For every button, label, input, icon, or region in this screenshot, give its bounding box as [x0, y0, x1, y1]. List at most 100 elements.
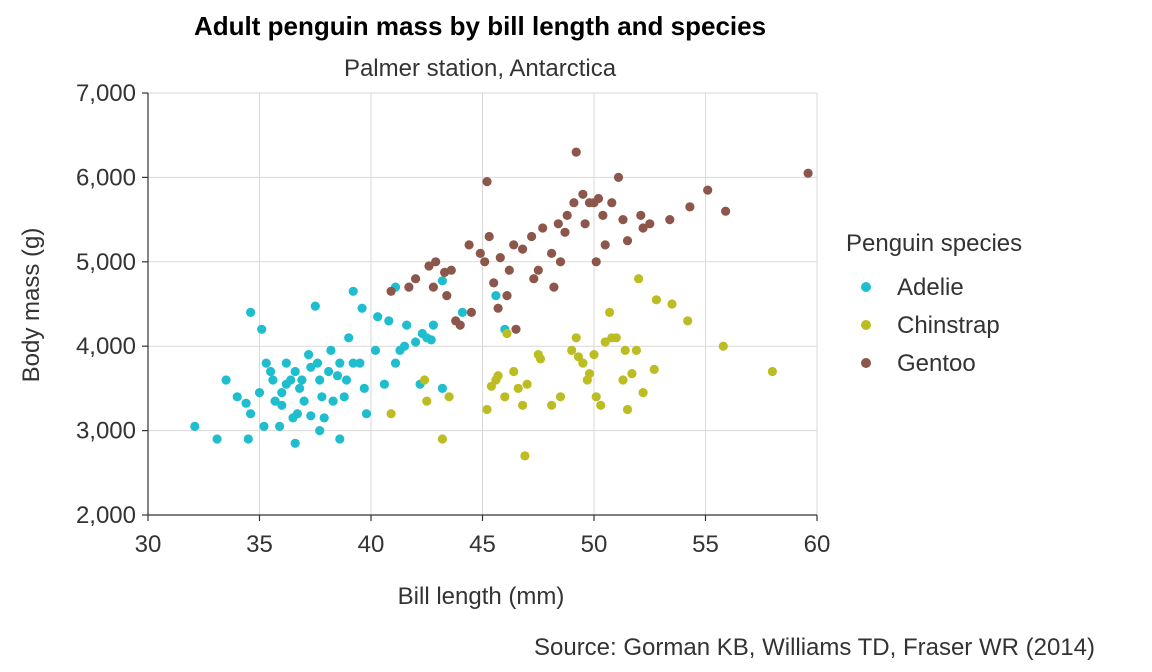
legend-label-chinstrap: Chinstrap — [897, 312, 1000, 339]
data-point-chinstrap — [513, 383, 523, 393]
x-tick-labels: 30 35 40 45 50 55 60 — [135, 531, 831, 558]
data-point-adelie — [390, 358, 401, 368]
data-point-gentoo — [442, 291, 452, 301]
data-point-adelie — [306, 362, 316, 372]
data-point-chinstrap — [520, 451, 530, 461]
data-point-gentoo — [446, 265, 456, 275]
data-point-gentoo — [685, 202, 695, 212]
data-point-gentoo — [665, 215, 675, 225]
data-point-chinstrap — [522, 379, 532, 389]
y-axis-title: Body mass (g) — [18, 228, 45, 383]
data-point-gentoo — [502, 291, 512, 301]
data-point-adelie — [437, 383, 447, 393]
data-point-gentoo — [480, 257, 490, 267]
axes — [142, 92, 818, 521]
x-tick-label: 50 — [581, 531, 608, 558]
data-point-gentoo — [495, 253, 505, 263]
data-point-adelie — [221, 375, 231, 385]
data-point-gentoo — [636, 210, 646, 220]
data-point-adelie — [241, 398, 251, 408]
data-point-adelie — [259, 421, 269, 431]
data-point-adelie — [190, 421, 200, 431]
data-point-chinstrap — [482, 404, 492, 415]
legend-label-adelie: Adelie — [897, 274, 964, 301]
data-point-gentoo — [431, 257, 441, 267]
data-point-gentoo — [411, 274, 421, 284]
data-point-adelie — [277, 400, 287, 410]
data-point-chinstrap — [502, 328, 512, 339]
y-tick-label: 6,000 — [76, 164, 136, 191]
data-point-adelie — [306, 411, 316, 421]
data-point-adelie — [315, 375, 325, 385]
data-point-adelie — [344, 333, 354, 343]
data-point-adelie — [437, 276, 447, 286]
data-points — [190, 147, 813, 461]
y-tick-label: 4,000 — [76, 333, 136, 360]
data-point-gentoo — [504, 265, 514, 275]
data-point-gentoo — [593, 193, 604, 204]
data-point-gentoo — [538, 223, 548, 233]
data-point-chinstrap — [567, 345, 577, 355]
data-point-adelie — [379, 379, 389, 389]
data-point-adelie — [335, 434, 345, 444]
data-point-adelie — [426, 335, 436, 345]
data-point-chinstrap — [618, 375, 628, 385]
data-point-gentoo — [613, 172, 624, 182]
data-point-gentoo — [618, 215, 628, 225]
data-point-chinstrap — [767, 366, 778, 377]
data-point-chinstrap — [584, 369, 595, 379]
x-tick-label: 60 — [804, 531, 831, 558]
x-tick-label: 55 — [692, 531, 719, 558]
data-point-gentoo — [518, 244, 528, 254]
legend-marker-gentoo — [861, 358, 871, 368]
data-point-adelie — [266, 366, 276, 377]
x-tick-label: 35 — [246, 531, 273, 558]
data-point-adelie — [212, 434, 222, 444]
data-point-adelie — [295, 383, 305, 393]
data-point-chinstrap — [500, 392, 510, 402]
data-point-gentoo — [600, 240, 610, 250]
data-point-adelie — [373, 312, 383, 322]
data-point-chinstrap — [596, 400, 606, 410]
data-point-chinstrap — [718, 341, 728, 351]
legend-title: Penguin species — [846, 230, 1022, 257]
data-point-adelie — [254, 388, 265, 398]
data-point-chinstrap — [627, 369, 637, 379]
data-point-chinstrap — [600, 337, 610, 347]
data-point-gentoo — [562, 210, 572, 220]
chart-subtitle: Palmer station, Antarctica — [344, 55, 617, 82]
data-point-adelie — [286, 375, 296, 385]
data-point-adelie — [312, 358, 323, 368]
data-point-adelie — [261, 358, 271, 368]
data-point-gentoo — [721, 206, 731, 216]
x-axis-title: Bill length (mm) — [398, 583, 565, 610]
y-tick-labels: 2,000 3,000 4,000 5,000 6,000 7,000 — [76, 80, 136, 529]
data-point-gentoo — [553, 219, 563, 229]
data-point-adelie — [319, 413, 329, 423]
data-point-chinstrap — [547, 400, 557, 410]
data-point-gentoo — [529, 274, 539, 284]
data-point-gentoo — [404, 282, 414, 292]
data-point-adelie — [281, 358, 291, 368]
data-point-gentoo — [703, 185, 713, 195]
data-point-gentoo — [560, 227, 570, 237]
data-point-adelie — [428, 320, 438, 330]
data-point-chinstrap — [622, 404, 633, 415]
data-point-chinstrap — [555, 392, 566, 402]
data-point-gentoo — [424, 261, 434, 271]
data-point-chinstrap — [605, 307, 615, 317]
data-point-chinstrap — [634, 274, 644, 284]
data-point-adelie — [402, 320, 412, 330]
data-point-adelie — [290, 366, 300, 377]
data-point-adelie — [339, 392, 349, 402]
data-point-gentoo — [622, 236, 633, 246]
data-point-gentoo — [464, 240, 474, 250]
data-point-gentoo — [580, 219, 590, 229]
data-point-adelie — [310, 301, 320, 311]
y-tick-label: 7,000 — [76, 80, 136, 107]
y-tick-label: 3,000 — [76, 418, 136, 445]
data-point-chinstrap — [611, 333, 621, 343]
data-point-adelie — [317, 392, 327, 402]
data-point-gentoo — [493, 303, 503, 313]
legend-marker-chinstrap — [861, 320, 871, 330]
